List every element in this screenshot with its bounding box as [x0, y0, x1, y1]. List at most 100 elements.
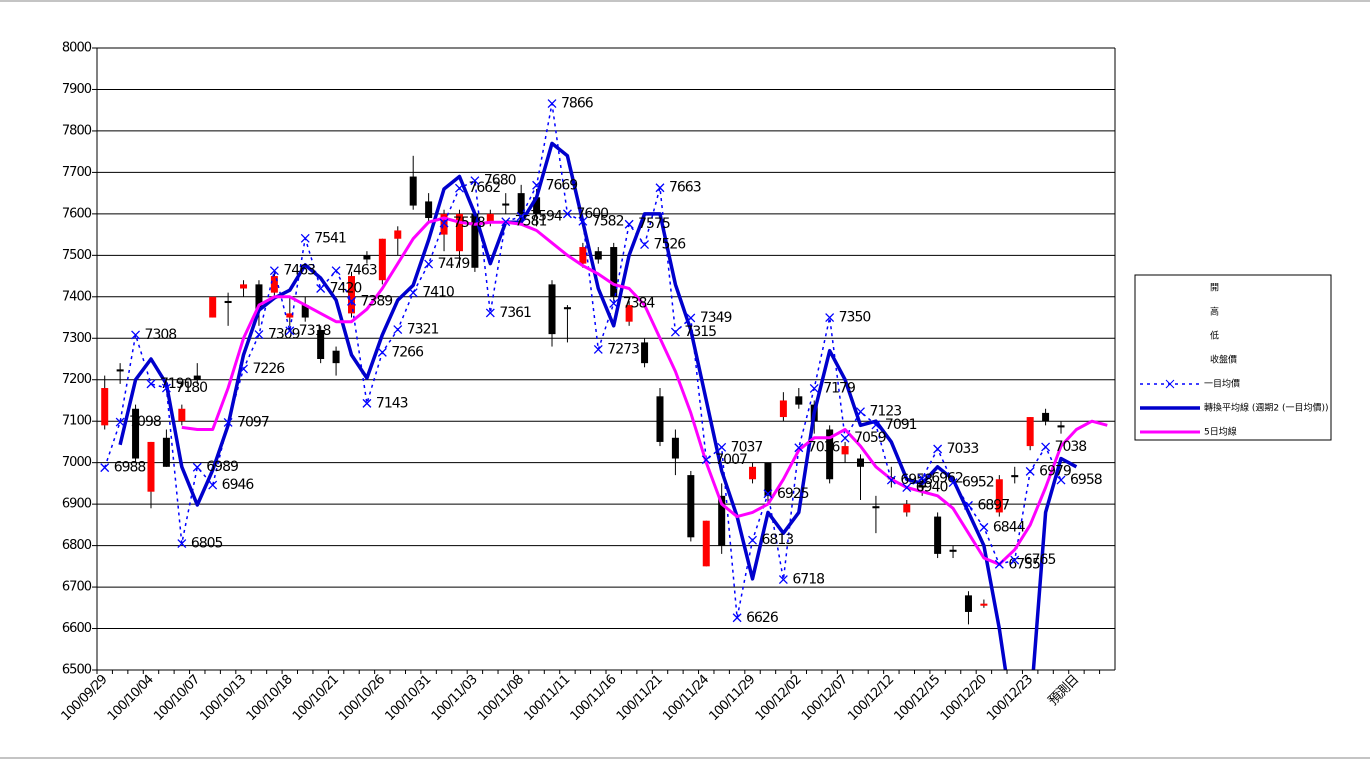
x-tick-label: 100/10/31 — [383, 672, 435, 724]
point-marker — [593, 345, 603, 354]
candle-body — [409, 176, 417, 206]
data-label: 7007 — [715, 452, 747, 468]
y-tick-label: 7500 — [62, 248, 92, 263]
data-label: 7266 — [391, 344, 424, 360]
data-label: 6844 — [993, 519, 1026, 535]
candle-body — [702, 520, 710, 567]
candle-body — [1011, 475, 1019, 478]
candle-body — [857, 458, 864, 467]
candle-body — [687, 475, 695, 538]
candle-body — [934, 516, 942, 554]
data-label: 7309 — [268, 327, 300, 343]
data-label: 6755 — [1008, 556, 1040, 572]
candle-body — [209, 296, 217, 318]
data-label: 7308 — [145, 327, 177, 343]
point-marker — [1025, 466, 1035, 476]
x-tick-label: 100/11/16 — [568, 672, 620, 724]
y-tick-label: 6500 — [62, 663, 92, 678]
x-tick-label: 100/10/13 — [197, 672, 249, 724]
x-tick-label: 100/10/18 — [244, 672, 296, 724]
data-label: 6988 — [114, 460, 146, 476]
point-marker — [794, 443, 804, 453]
series-line — [103, 102, 1062, 619]
candle-body — [995, 479, 1003, 513]
y-tick-label: 7400 — [62, 289, 92, 304]
data-label: 7273 — [607, 341, 639, 357]
point-marker — [948, 478, 958, 488]
point-marker — [871, 420, 881, 430]
candle-body — [425, 201, 433, 219]
point-marker — [778, 575, 788, 585]
point-marker — [485, 308, 495, 318]
point-marker — [655, 183, 665, 193]
candle-body — [178, 408, 186, 422]
x-tick-label: 100/11/24 — [660, 672, 712, 724]
point-marker — [825, 313, 835, 322]
data-label: 7575 — [638, 216, 670, 232]
point-marker — [377, 347, 387, 357]
candle-body — [486, 213, 494, 223]
candle-body — [394, 230, 402, 239]
candle-body — [625, 305, 633, 322]
point-marker — [886, 475, 896, 485]
data-label: 7038 — [1055, 439, 1087, 455]
x-tick-label: 預測日 — [1046, 673, 1082, 709]
grid — [97, 47, 1115, 671]
candle-body — [1026, 417, 1034, 447]
series-line — [181, 216, 1108, 566]
data-label: 6765 — [1024, 552, 1056, 568]
point-marker — [254, 330, 264, 339]
point-marker — [1056, 475, 1066, 485]
point-marker — [455, 183, 464, 193]
y-tick-label: 7700 — [62, 165, 92, 180]
data-label: 6718 — [792, 572, 824, 588]
point-marker — [470, 176, 480, 186]
data-label: 7143 — [376, 395, 408, 411]
candle-body — [455, 213, 463, 252]
lines — [103, 102, 1108, 670]
data-label: 6989 — [206, 459, 238, 475]
point-marker — [115, 417, 125, 427]
data-label: 7663 — [669, 180, 701, 196]
candle-body — [193, 375, 201, 380]
candle-body — [255, 284, 263, 310]
point-marker — [701, 455, 711, 465]
data-label: 6946 — [222, 477, 255, 493]
data-label: 6925 — [777, 486, 809, 502]
x-tick-label: 100/12/07 — [799, 672, 851, 724]
point-marker — [902, 483, 912, 493]
point-marker — [269, 266, 279, 276]
legend-label: 5日均線 — [1204, 426, 1237, 438]
candle-body — [116, 369, 124, 372]
x-tick-label: 100/10/21 — [290, 672, 342, 724]
data-label: 6805 — [191, 536, 223, 552]
x-tick-label: 100/12/23 — [984, 672, 1036, 724]
point-marker — [856, 407, 865, 417]
data-label: 7059 — [854, 430, 886, 446]
data-label: 7098 — [129, 414, 161, 430]
data-label: 7350 — [839, 310, 871, 326]
candle-body — [563, 307, 571, 310]
point-marker — [408, 288, 418, 298]
candle-body — [964, 595, 972, 612]
candle-body — [517, 193, 525, 214]
point-marker — [331, 266, 341, 276]
data-label: 7866 — [561, 96, 594, 112]
point-marker — [300, 233, 310, 243]
data-label: 7123 — [870, 404, 902, 420]
data-label: 7384 — [623, 295, 656, 311]
point-marker — [424, 259, 434, 269]
y-tick-label: 8000 — [62, 41, 92, 56]
data-label: 7179 — [823, 380, 855, 396]
point-marker — [578, 216, 588, 226]
legend-label: 高 — [1210, 306, 1219, 318]
point-marker — [501, 217, 511, 227]
data-label: 7526 — [654, 237, 687, 253]
data-label: 7541 — [314, 230, 346, 246]
legend-box — [1134, 274, 1332, 441]
x-tick-label: 100/11/08 — [475, 672, 527, 724]
x-tick-label: 100/11/21 — [614, 672, 666, 724]
data-label: 7036 — [808, 440, 841, 456]
candle-body — [980, 603, 988, 606]
